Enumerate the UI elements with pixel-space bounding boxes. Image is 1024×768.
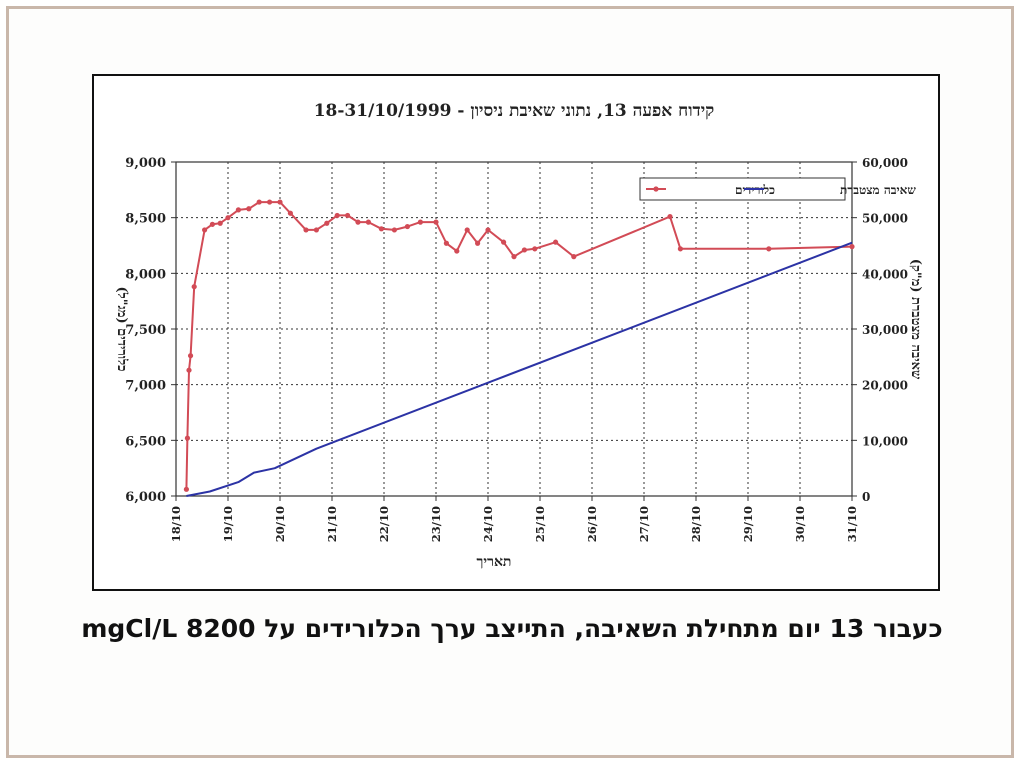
y-right-tick-label: 40,000	[862, 267, 908, 281]
chart-frame: קידוח אפעה 13, נתוני שאיבת ניסיון - 18-3…	[92, 74, 940, 591]
series-point-1	[184, 435, 191, 441]
x-tick-label: 24/10	[481, 506, 495, 542]
x-tick-label: 21/10	[325, 506, 339, 542]
y-left-tick-label: 7,000	[125, 379, 166, 394]
x-tick-label: 22/10	[377, 506, 391, 542]
series-point-1	[464, 227, 470, 233]
x-tick-label: 25/10	[533, 506, 547, 542]
series-point-1	[334, 212, 340, 219]
chart-svg: קידוח אפעה 13, נתוני שאיבת ניסיון - 18-3…	[114, 101, 923, 570]
series-point-1	[191, 284, 197, 290]
chart-title: קידוח אפעה 13, נתוני שאיבת ניסיון - 18-3…	[314, 101, 715, 121]
series-point-1	[404, 223, 410, 230]
x-tick-label: 23/10	[429, 506, 443, 542]
series-point-1	[209, 221, 215, 227]
series-point-1	[235, 207, 241, 213]
series-point-1	[521, 247, 527, 253]
y-left-tick-label: 7,500	[125, 323, 166, 338]
series-point-1	[433, 219, 439, 225]
x-axis-label: תאריך	[477, 554, 512, 570]
series-point-1	[313, 227, 319, 233]
y-left-axis-label: כלורידים (מג"ל)	[114, 286, 129, 371]
y-left-tick-label: 6,500	[125, 434, 166, 449]
series-point-1	[187, 353, 194, 359]
y-left-tick-label: 9,000	[125, 156, 166, 171]
slide-caption: כעבור 13 יום מתחילת השאיבה, התייצב ערך ה…	[40, 614, 984, 643]
legend-box	[639, 177, 846, 201]
series-line-1	[185, 201, 853, 490]
series-point-1	[267, 199, 273, 205]
x-tick-label: 27/10	[637, 506, 651, 542]
caption-text: כעבור 13 יום מתחילת השאיבה, התייצב ערך ה…	[81, 614, 943, 643]
series-point-1	[186, 367, 192, 373]
series-point-1	[485, 227, 491, 233]
series-point-1	[202, 227, 208, 233]
series-point-1	[345, 212, 351, 219]
series-point-1	[667, 213, 673, 220]
x-tick-label: 18/10	[169, 506, 183, 542]
series-point-1	[571, 254, 577, 260]
legend-marker-1	[653, 186, 659, 192]
y-right-tick-label: 30,000	[862, 323, 908, 337]
series-point-1	[355, 219, 361, 225]
y-left-tick-label: 8,000	[125, 267, 166, 282]
series-point-1	[277, 199, 283, 205]
y-left-tick-label: 8,500	[125, 212, 166, 227]
series-point-1	[378, 226, 384, 232]
series-point-1	[454, 248, 460, 254]
series-point-1	[511, 254, 517, 260]
series-point-1	[183, 486, 189, 492]
series-point-1	[475, 240, 481, 246]
series-point-1	[324, 220, 330, 226]
series-point-1	[365, 219, 371, 225]
y-right-tick-label: 50,000	[862, 212, 908, 226]
y-right-tick-label: 60,000	[862, 156, 908, 170]
x-tick-label: 26/10	[585, 506, 599, 542]
x-tick-label: 31/10	[845, 506, 859, 542]
series-point-1	[677, 246, 684, 252]
series-point-1	[225, 215, 231, 221]
series-point-1	[217, 220, 223, 226]
y-right-tick-label: 0	[862, 490, 870, 504]
series-point-1	[246, 206, 252, 212]
x-tick-label: 29/10	[741, 506, 755, 542]
series-point-1	[553, 239, 559, 245]
x-tick-label: 28/10	[689, 506, 703, 542]
y-left-tick-label: 6,000	[125, 490, 166, 505]
series-line-2	[186, 241, 853, 497]
series-point-1	[303, 227, 309, 233]
series-point-1	[417, 219, 423, 225]
y-right-tick-label: 10,000	[862, 434, 908, 448]
y-right-tick-label: 20,000	[862, 379, 908, 393]
series-point-1	[256, 199, 262, 205]
series-point-1	[849, 244, 855, 250]
series-point-1	[391, 227, 397, 233]
x-tick-label: 20/10	[273, 506, 287, 542]
legend-label-2: שאיבה מצטברת	[840, 183, 916, 197]
x-tick-label: 19/10	[221, 506, 235, 542]
series-point-1	[501, 239, 507, 245]
x-tick-label: 30/10	[793, 506, 807, 542]
series-point-1	[443, 240, 449, 246]
series-point-1	[287, 210, 293, 216]
series-point-1	[766, 246, 772, 252]
series-point-1	[532, 246, 538, 252]
y-right-axis-label: שאיבה מצטברת (מ"ק)	[908, 259, 923, 380]
